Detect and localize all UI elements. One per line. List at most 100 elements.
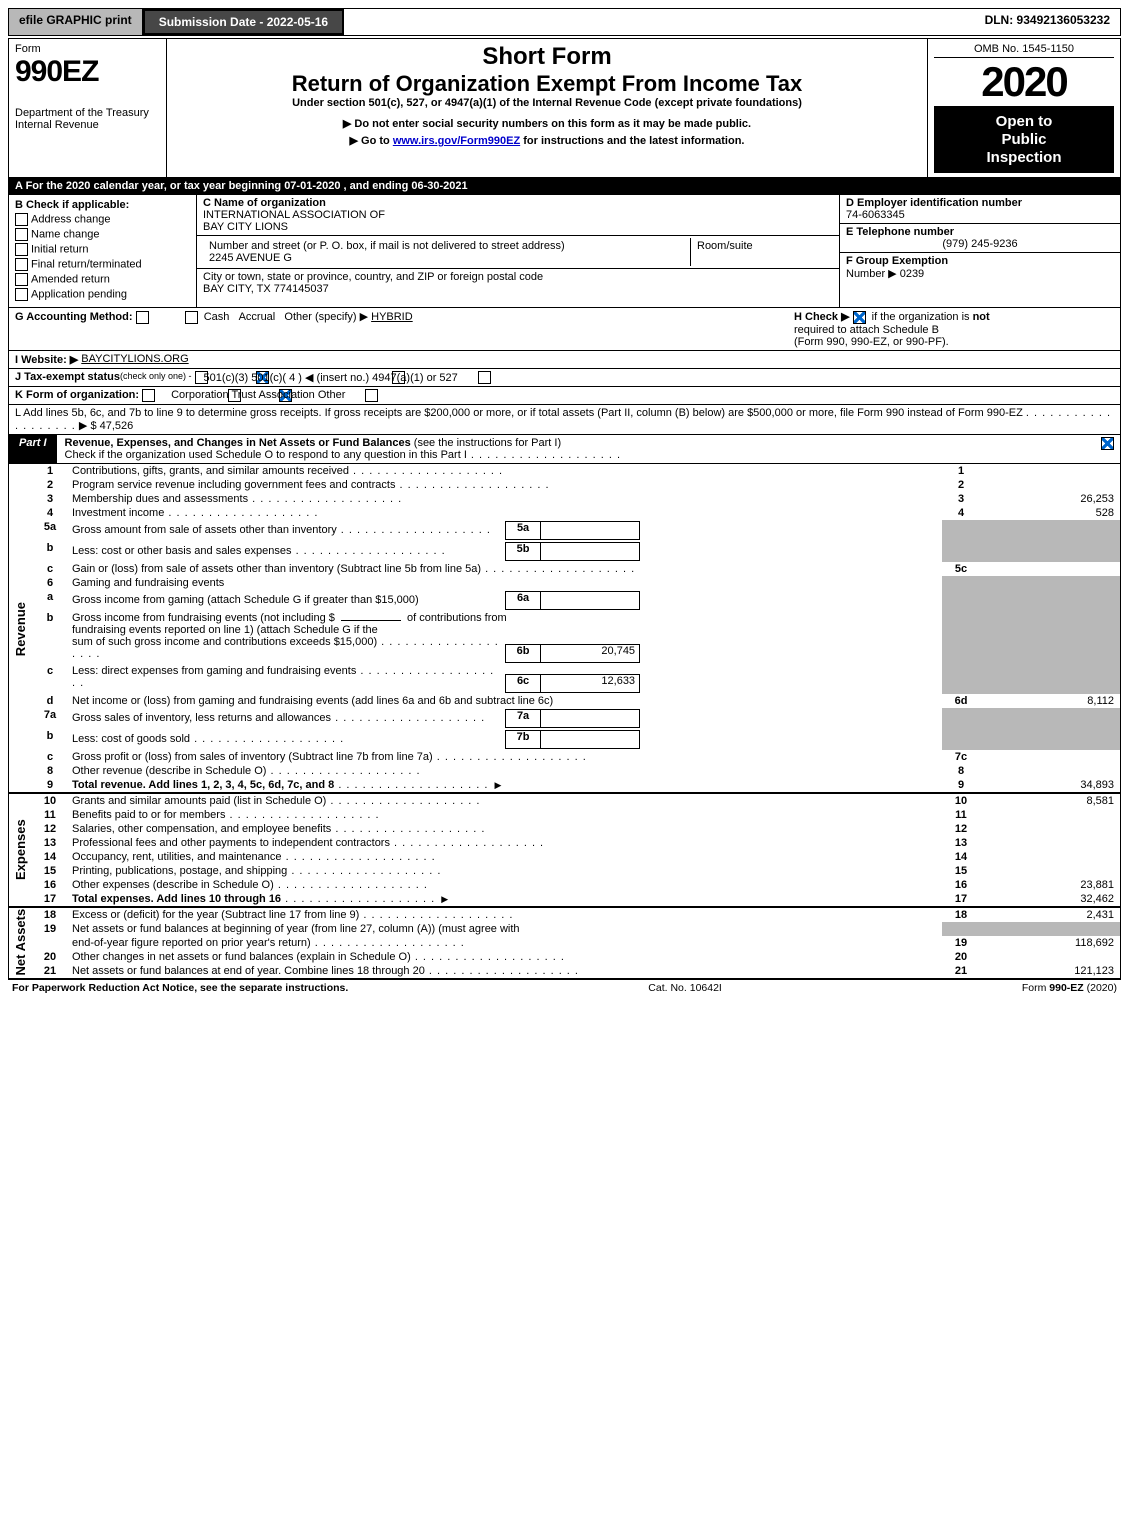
k-label: K Form of organization: <box>15 389 139 402</box>
form-number: 990EZ <box>15 55 160 89</box>
ln6c-d: Less: direct expenses from gaming and fu… <box>72 665 502 689</box>
ln16-amt: 23,881 <box>980 878 1121 892</box>
ln3-n: 3 <box>32 492 68 506</box>
ln8-amt <box>980 764 1121 778</box>
ln6c-amt <box>980 664 1121 694</box>
ln4-box: 4 <box>942 506 980 520</box>
chk-initial-return[interactable]: Initial return <box>15 243 190 256</box>
e-phone-label: E Telephone number <box>846 226 954 238</box>
ln7b-d-wrap: Less: cost of goods sold 7b <box>68 729 942 750</box>
ln6b-ibox: 6b20,745 <box>505 644 640 663</box>
ln6b-box <box>942 611 980 665</box>
ln7c-d: Gross profit or (loss) from sales of inv… <box>68 750 942 764</box>
ln6d-d: Net income or (loss) from gaming and fun… <box>68 694 942 708</box>
tax-year: 2020 <box>934 58 1114 107</box>
ln16-box: 16 <box>942 878 980 892</box>
ln6b-d-wrap: Gross income from fundraising events (no… <box>68 611 942 665</box>
ln19-box: 19 <box>942 936 980 950</box>
street-label: Number and street (or P. O. box, if mail… <box>209 240 565 252</box>
ln5a-amt <box>980 520 1121 541</box>
row-gh: G Accounting Method: Cash Accrual Other … <box>8 308 1121 351</box>
chk-corporation[interactable] <box>142 389 155 402</box>
chk-accrual[interactable] <box>185 311 198 324</box>
ln15-amt <box>980 864 1121 878</box>
ln19-box-s <box>942 922 980 936</box>
ln15-n: 15 <box>32 864 68 878</box>
d-ein-value: 74-6063345 <box>846 209 905 221</box>
ln6-n: 6 <box>32 576 68 590</box>
ln7b-amt <box>980 729 1121 750</box>
ln5b-ibox: 5b <box>505 542 640 561</box>
ln19-amt-s <box>980 922 1121 936</box>
ln5b-box <box>942 541 980 562</box>
ln20-d: Other changes in net assets or fund bala… <box>68 950 942 964</box>
f-number-value: 0239 <box>900 268 924 280</box>
side-revenue: Revenue <box>9 464 33 793</box>
ln5a-box <box>942 520 980 541</box>
ln6d-amt: 8,112 <box>980 694 1121 708</box>
ln1-n: 1 <box>32 464 68 478</box>
ln1-amt <box>980 464 1121 478</box>
col-de: D Employer identification number 74-6063… <box>839 195 1120 307</box>
short-form-title: Short Form <box>173 43 921 71</box>
ln5c-amt <box>980 562 1121 576</box>
chk-application-pending[interactable]: Application pending <box>15 288 190 301</box>
ln20-amt <box>980 950 1121 964</box>
ln6b-amt <box>980 611 1121 665</box>
open-line2: Public <box>936 131 1112 149</box>
chk-amended-return[interactable]: Amended return <box>15 273 190 286</box>
ln13-d: Professional fees and other payments to … <box>68 836 942 850</box>
page-footer: For Paperwork Reduction Act Notice, see … <box>8 979 1121 996</box>
j-label: J Tax-exempt status <box>15 371 120 384</box>
ln1-d: Contributions, gifts, grants, and simila… <box>68 464 942 478</box>
ln6d-n: d <box>32 694 68 708</box>
ln16-n: 16 <box>32 878 68 892</box>
ln6-amt <box>980 576 1121 590</box>
ln8-n: 8 <box>32 764 68 778</box>
ln6c-box <box>942 664 980 694</box>
ln13-n: 13 <box>32 836 68 850</box>
irs-link[interactable]: www.irs.gov/Form990EZ <box>393 135 520 147</box>
part1-check[interactable] <box>1098 435 1120 463</box>
ln18-d: Excess or (deficit) for the year (Subtra… <box>68 907 942 922</box>
chk-final-return[interactable]: Final return/terminated <box>15 258 190 271</box>
under-section: Under section 501(c), 527, or 4947(a)(1)… <box>173 97 921 109</box>
part1-paren: (see the instructions for Part I) <box>414 437 561 449</box>
ln11-d: Benefits paid to or for members <box>68 808 942 822</box>
efile-print-button[interactable]: efile GRAPHIC print <box>9 9 143 35</box>
g-other-value: HYBRID <box>371 311 413 323</box>
chk-other-org[interactable] <box>365 389 378 402</box>
ln15-box: 15 <box>942 864 980 878</box>
chk-cash[interactable] <box>136 311 149 324</box>
header-left: Form 990EZ Department of the Treasury In… <box>9 39 167 177</box>
ln19-amt: 118,692 <box>980 936 1121 950</box>
ln7b-box <box>942 729 980 750</box>
l-text: L Add lines 5b, 6c, and 7b to line 9 to … <box>15 407 1023 419</box>
ln7a-d: Gross sales of inventory, less returns a… <box>72 712 502 724</box>
g-opts: Cash Accrual Other (specify) ▶ <box>204 311 368 323</box>
ln12-box: 12 <box>942 822 980 836</box>
ln18-amt: 2,431 <box>980 907 1121 922</box>
ln5a-ibox: 5a <box>505 521 640 540</box>
chk-name-change[interactable]: Name change <box>15 228 190 241</box>
h-text2: if the organization is <box>872 311 973 323</box>
chk-schedule-b[interactable] <box>853 311 866 324</box>
ln20-n: 20 <box>32 950 68 964</box>
ln20-box: 20 <box>942 950 980 964</box>
ln11-box: 11 <box>942 808 980 822</box>
f-group-label: F Group Exemption <box>846 255 948 267</box>
ln14-amt <box>980 850 1121 864</box>
ln7a-box <box>942 708 980 729</box>
ln5b-d-wrap: Less: cost or other basis and sales expe… <box>68 541 942 562</box>
row-a-tax-year: A For the 2020 calendar year, or tax yea… <box>8 178 1121 195</box>
row-h: H Check ▶ if the organization is not req… <box>794 310 1114 348</box>
chk-527[interactable] <box>478 371 491 384</box>
chk-address-change[interactable]: Address change <box>15 213 190 226</box>
ln17-d: Total expenses. Add lines 10 through 16 <box>68 892 942 907</box>
side-netassets: Net Assets <box>9 907 33 979</box>
ln11-n: 11 <box>32 808 68 822</box>
ln7b-ibox: 7b <box>505 730 640 749</box>
top-bar-left: efile GRAPHIC print Submission Date - 20… <box>9 9 344 35</box>
ln3-d: Membership dues and assessments <box>68 492 942 506</box>
ln4-n: 4 <box>32 506 68 520</box>
